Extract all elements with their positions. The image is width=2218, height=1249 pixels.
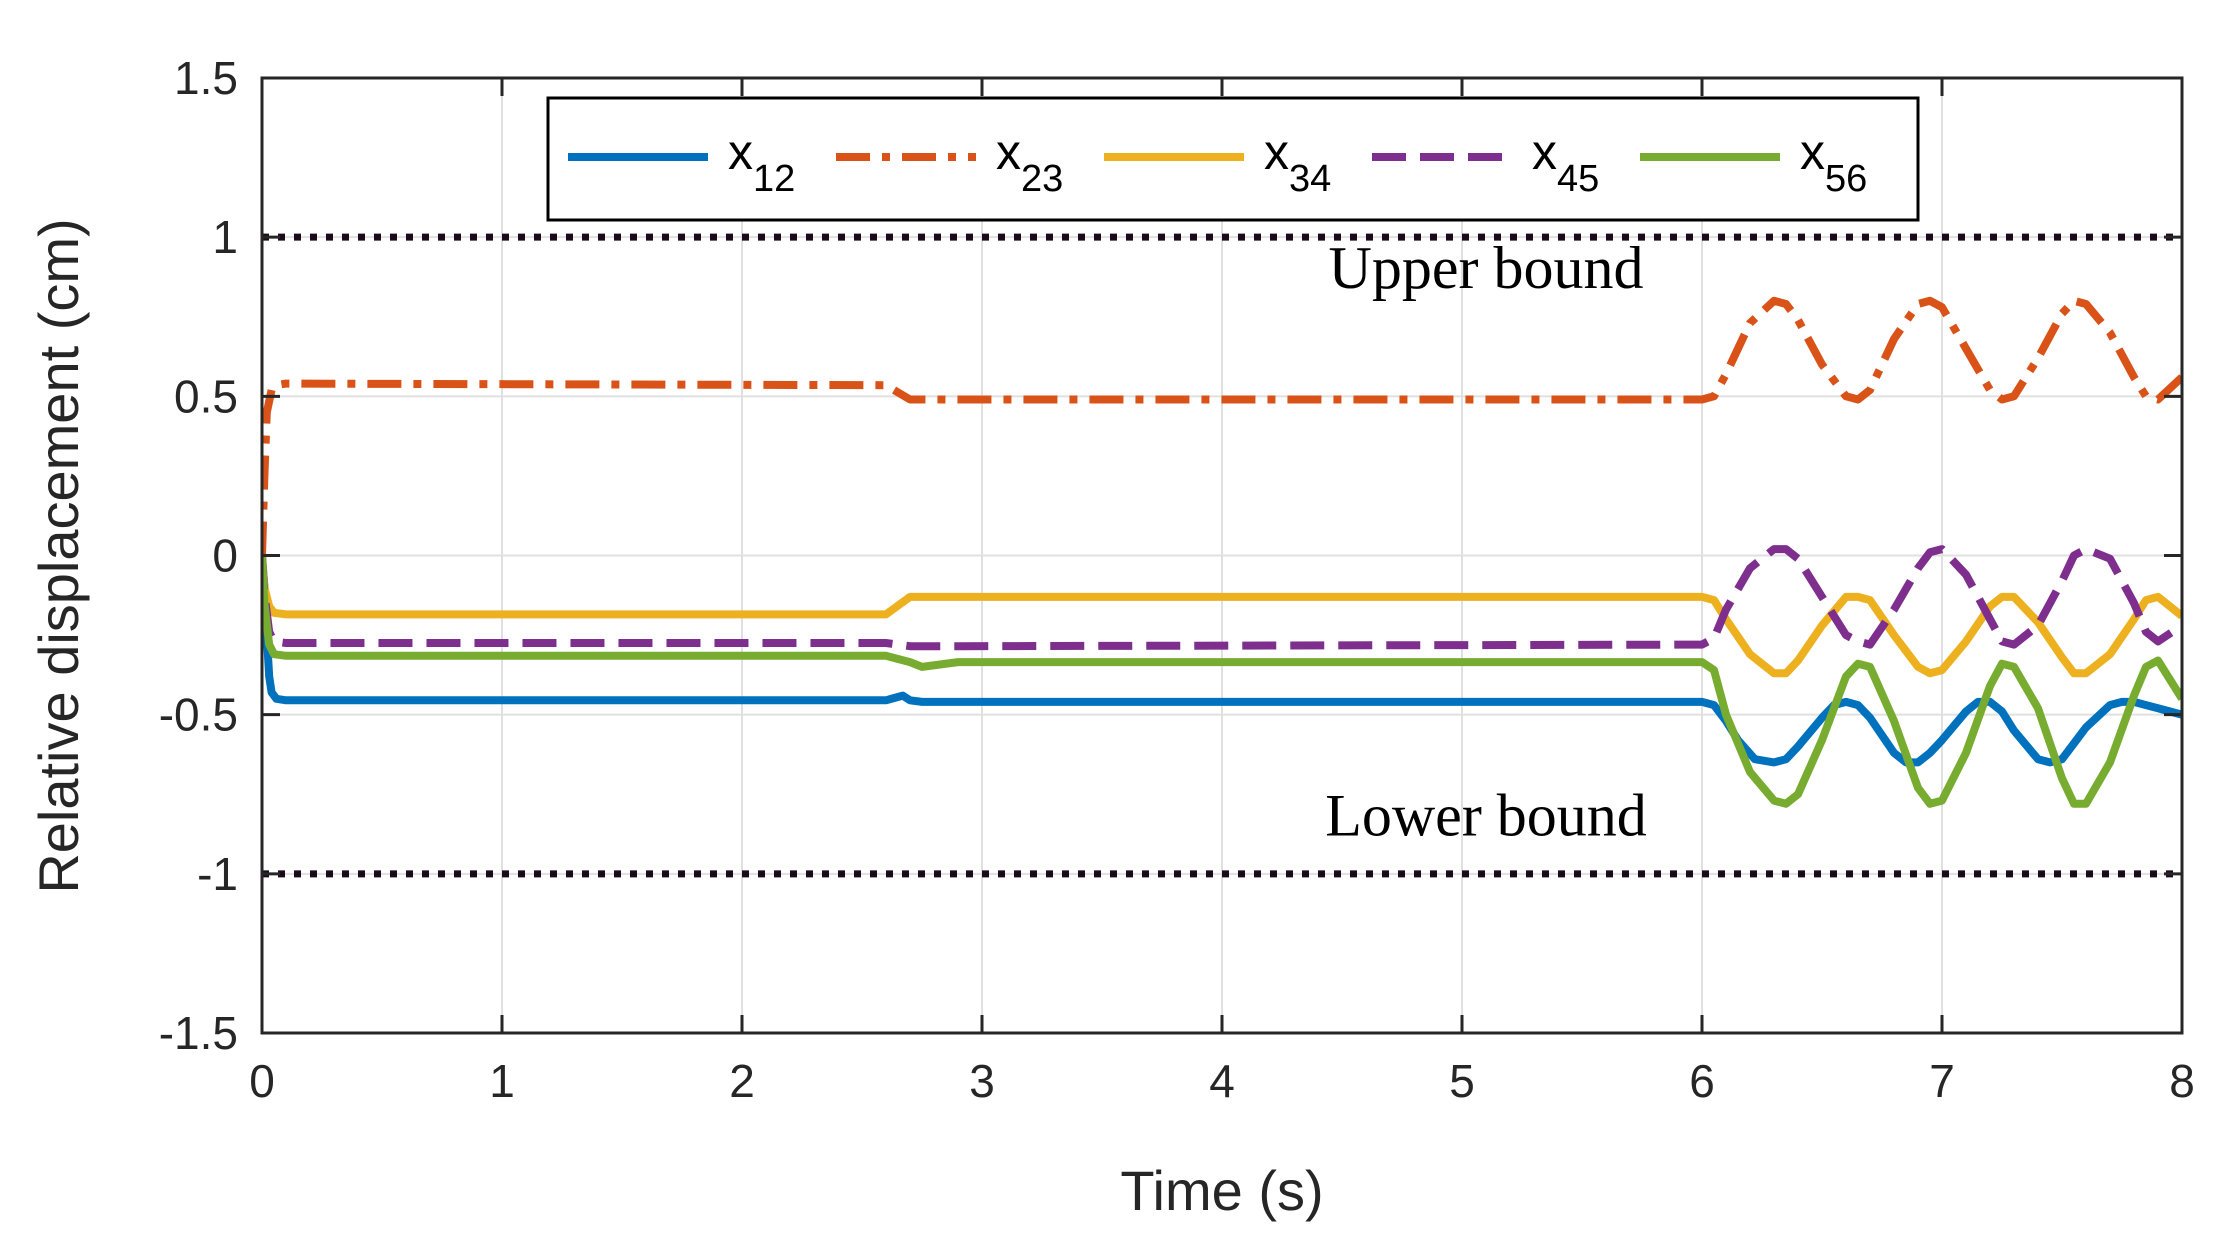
y-tick-label: 0 [212,530,238,582]
series-line-x56 [262,555,2182,808]
series-line-x45 [262,545,2182,651]
legend-label-x45: x45 [1532,124,1599,200]
legend-label-subscript: 56 [1825,158,1867,200]
x-tick-label: 4 [1209,1055,1235,1107]
axis-ticks [260,76,2184,1035]
legend-label-x23: x23 [996,124,1063,200]
x-tick-label: 3 [969,1055,995,1107]
x-tick-labels: 0 1 2 3 4 5 6 7 8 [249,1055,2195,1107]
annotation-label: Lower bound [1325,783,1647,849]
annotations: Upper bound Lower bound [1325,235,1647,849]
legend-label-subscript: 34 [1289,158,1331,200]
y-tick-label: -1.5 [159,1007,238,1059]
y-tick-label: 1.5 [174,52,238,104]
x-tick-label: 5 [1449,1055,1475,1107]
legend-label-x56: x56 [1800,124,1867,200]
y-tick-label: 1 [212,211,238,263]
y-axis-title: Relative displacement (cm) [27,218,90,893]
legend-label-x34: x34 [1264,124,1331,200]
legend-label-main: x [1800,124,1825,180]
series-line-x34 [262,555,2182,678]
legend: x12 x23 x34 x45 x56 [546,96,1920,222]
legend-label-subscript: 23 [1021,158,1063,200]
x-tick-label: 2 [729,1055,755,1107]
legend-label-main: x [996,124,1021,180]
x-tick-label: 0 [249,1055,275,1107]
x-axis-title: Time (s) [1120,1159,1323,1222]
x-tick-label: 6 [1689,1055,1715,1107]
legend-label-subscript: 12 [753,158,795,200]
y-tick-labels: -1.5 -1 -0.5 0 0.5 1 1.5 [159,52,238,1059]
y-tick-label: -1 [197,848,238,900]
bound-lines [262,233,2182,878]
data-series [262,296,2182,808]
y-tick-label: -0.5 [159,689,238,741]
x-tick-label: 1 [489,1055,515,1107]
legend-label-subscript: 45 [1557,158,1599,200]
y-tick-label: 0.5 [174,370,238,422]
series-line-x23 [262,296,2182,556]
legend-label-main: x [1264,124,1289,180]
x-tick-label: 7 [1929,1055,1955,1107]
legend-label-x12: x12 [728,124,795,200]
annotation-label: Upper bound [1329,235,1644,301]
series-line-x12 [262,555,2182,767]
legend-label-main: x [728,124,753,180]
legend-label-main: x [1532,124,1557,180]
x-tick-label: 8 [2169,1055,2195,1107]
